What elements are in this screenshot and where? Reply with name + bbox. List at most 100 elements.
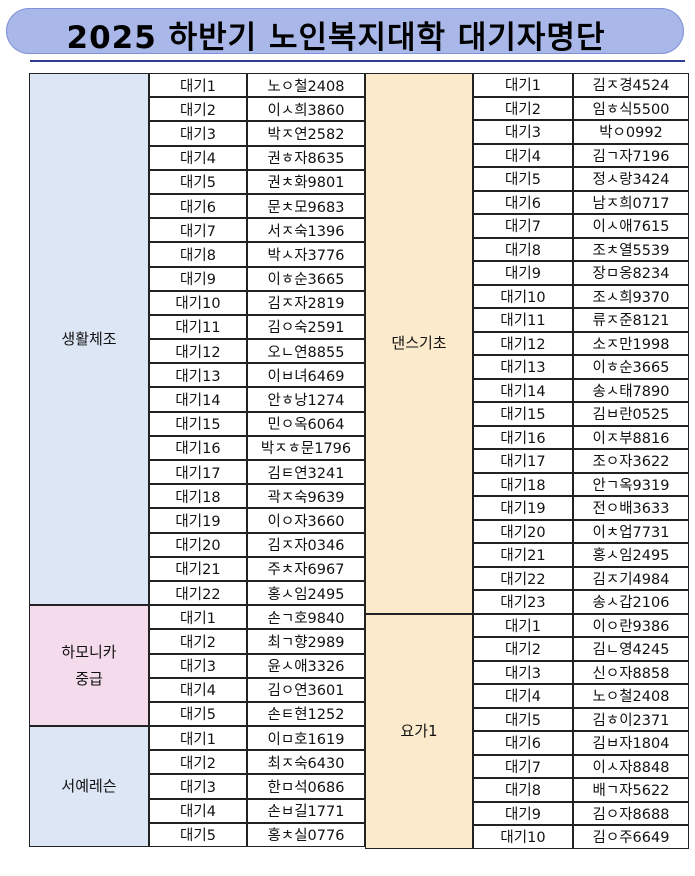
applicant-name-cell: 김ㅌ연3241: [247, 460, 365, 485]
wait-number-cell: 대기9: [149, 266, 247, 291]
applicant-name-cell: 류ㅈ준8121: [573, 308, 689, 332]
applicant-name-cell: 박ㅇ0992: [573, 120, 689, 144]
wait-number-cell: 대기8: [149, 242, 247, 267]
wait-number-cell: 대기4: [473, 684, 573, 708]
applicant-name-cell: 주ㅊ자6967: [247, 556, 365, 581]
table-row: 대기4 김ㅇ연3601: [149, 677, 365, 702]
wait-number-cell: 대기2: [149, 97, 247, 122]
table-row: 대기13 이ㅎ순3665: [473, 355, 689, 379]
table-row: 대기10 조ㅅ희9370: [473, 284, 689, 308]
table-row: 대기1 노ㅇ철2408: [149, 73, 365, 98]
wait-number-cell: 대기7: [473, 214, 573, 238]
program-name-cell: 요가1: [365, 613, 473, 849]
table-row: 대기23 송ㅅ갑2106: [473, 590, 689, 614]
title-underline: [30, 60, 685, 62]
wait-number-cell: 대기1: [149, 726, 247, 751]
applicant-name-cell: 정ㅅ랑3424: [573, 167, 689, 191]
applicant-name-cell: 김ㅇ연3601: [247, 677, 365, 702]
table-row: 대기5 홍ㅊ실0776: [149, 822, 365, 847]
applicant-name-cell: 이ㅈ부8816: [573, 425, 689, 449]
program-name-cell: 댄스기초: [365, 73, 473, 614]
table-row: 대기14 안ㅎ낭1274: [149, 387, 365, 412]
wait-number-cell: 대기7: [473, 754, 573, 778]
applicant-name-cell: 홍ㅊ실0776: [247, 822, 365, 847]
wait-number-cell: 대기4: [473, 143, 573, 167]
table-row: 대기5 권ㅊ화9801: [149, 169, 365, 194]
applicant-name-cell: 송ㅅ갑2106: [573, 590, 689, 614]
applicant-name-cell: 조ㅊ열5539: [573, 237, 689, 261]
wait-number-cell: 대기2: [149, 629, 247, 654]
wait-number-cell: 대기12: [149, 339, 247, 364]
table-row: 대기2 최ㅈ숙6430: [149, 750, 365, 775]
table-row: 대기4 노ㅇ철2408: [473, 684, 689, 708]
wait-number-cell: 대기1: [149, 73, 247, 98]
table-row: 대기15 민ㅇ옥6064: [149, 411, 365, 436]
applicant-name-cell: 이ㅊ업7731: [573, 519, 689, 543]
applicant-name-cell: 김ㅎ이2371: [573, 707, 689, 731]
table-row: 대기7 이ㅅ자8848: [473, 754, 689, 778]
applicant-name-cell: 장ㅁ옹8234: [573, 261, 689, 285]
wait-number-cell: 대기5: [473, 167, 573, 191]
wait-number-cell: 대기16: [473, 425, 573, 449]
applicant-name-cell: 남ㅈ희0717: [573, 190, 689, 214]
table-row: 대기21 주ㅊ자6967: [149, 556, 365, 581]
wait-number-cell: 대기2: [473, 96, 573, 120]
wait-number-cell: 대기23: [473, 590, 573, 614]
table-row: 대기17 조ㅇ자3622: [473, 449, 689, 473]
applicant-name-cell: 이ㅅ희3860: [247, 97, 365, 122]
table-row: 대기16 박ㅈㅎ문1796: [149, 435, 365, 460]
program-name-cell: 서예레슨: [29, 726, 149, 848]
table-row: 대기11 류ㅈ준8121: [473, 308, 689, 332]
table-row: 대기17 김ㅌ연3241: [149, 460, 365, 485]
title-banner: 2025 하반기 노인복지대학 대기자명단: [6, 8, 684, 56]
wait-number-cell: 대기13: [473, 355, 573, 379]
wait-number-cell: 대기3: [473, 120, 573, 144]
page-title: 2025 하반기 노인복지대학 대기자명단: [66, 20, 606, 56]
applicant-name-cell: 박ㅅ자3776: [247, 242, 365, 267]
table-row: 대기13 이ㅂ녀6469: [149, 363, 365, 388]
wait-number-cell: 대기1: [473, 73, 573, 97]
wait-number-cell: 대기9: [473, 261, 573, 285]
applicant-name-cell: 김ㅇ자8688: [573, 801, 689, 825]
wait-number-cell: 대기4: [149, 798, 247, 823]
right-half: 댄스기초 요가1 대기1 김ㅈ경4524 대기2 임ㅎ식5500 대기3 박ㅇ0992 대기4…: [365, 73, 689, 849]
wait-number-cell: 대기6: [473, 190, 573, 214]
wait-number-cell: 대기9: [473, 801, 573, 825]
applicant-name-cell: 김ㅂ란0525: [573, 402, 689, 426]
applicant-name-cell: 곽ㅈ숙9639: [247, 484, 365, 509]
table-row: 대기10 김ㅈ자2819: [149, 290, 365, 315]
applicant-name-cell: 홍ㅅ임2495: [247, 580, 365, 606]
applicant-name-cell: 김ㅇ주6649: [573, 825, 689, 849]
wait-number-cell: 대기10: [149, 290, 247, 315]
applicant-name-cell: 임ㅎ식5500: [573, 96, 689, 120]
table-row: 대기4 권ㅎ자8635: [149, 145, 365, 170]
applicant-name-cell: 전ㅇ배3633: [573, 496, 689, 520]
applicant-name-cell: 신ㅇ자8858: [573, 660, 689, 684]
table-row: 대기20 김ㅈ자0346: [149, 532, 365, 557]
applicant-name-cell: 권ㅎ자8635: [247, 145, 365, 170]
waitlist-table: 생활체조 하모니카 중급 서예레슨 대기1 노ㅇ철2408 대기2 이ㅅ희3860 대기3 박…: [29, 73, 689, 849]
table-row: 대기18 곽ㅈ숙9639: [149, 484, 365, 509]
wait-number-cell: 대기19: [149, 508, 247, 533]
table-row: 대기7 이ㅅ애7615: [473, 214, 689, 238]
table-row: 대기11 김ㅇ숙2591: [149, 314, 365, 340]
applicant-name-cell: 김ㅈ자0346: [247, 532, 365, 557]
wait-number-cell: 대기14: [149, 387, 247, 412]
applicant-name-cell: 윤ㅅ애3326: [247, 653, 365, 678]
table-row: 대기7 서ㅈ숙1396: [149, 218, 365, 243]
table-row: 대기3 윤ㅅ애3326: [149, 653, 365, 678]
table-row: 대기21 홍ㅅ임2495: [473, 543, 689, 567]
wait-number-cell: 대기6: [473, 731, 573, 755]
applicant-name-cell: 민ㅇ옥6064: [247, 411, 365, 436]
table-row: 대기4 김ㄱ자7196: [473, 143, 689, 167]
table-row: 대기8 배ㄱ자5622: [473, 778, 689, 802]
table-row: 대기20 이ㅊ업7731: [473, 519, 689, 543]
wait-number-cell: 대기3: [473, 660, 573, 684]
wait-number-cell: 대기6: [149, 193, 247, 219]
table-row: 대기2 이ㅅ희3860: [149, 97, 365, 122]
applicant-name-cell: 조ㅅ희9370: [573, 284, 689, 308]
table-row: 대기1 김ㅈ경4524: [473, 73, 689, 97]
left-program-column: 생활체조 하모니카 중급 서예레슨: [29, 73, 149, 849]
applicant-name-cell: 이ㅅ자8848: [573, 754, 689, 778]
table-row: 대기9 이ㅎ순3665: [149, 266, 365, 291]
